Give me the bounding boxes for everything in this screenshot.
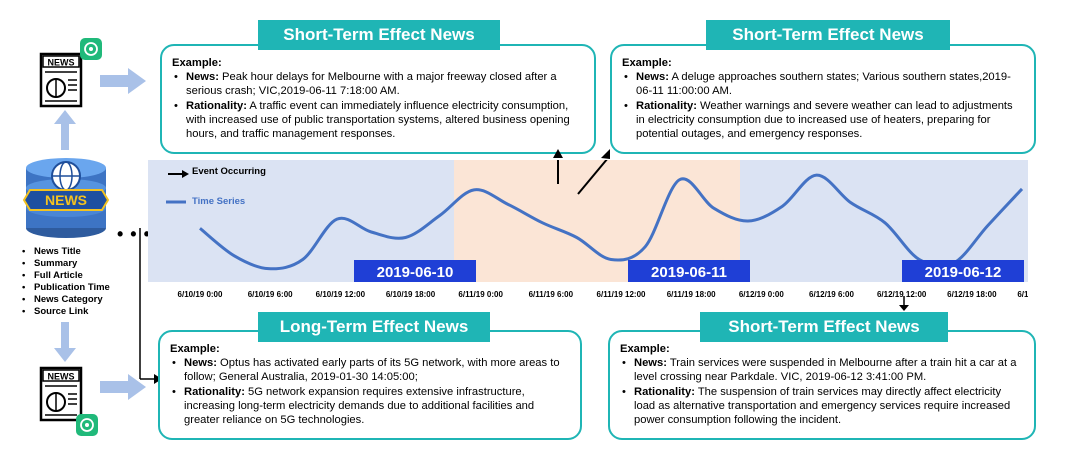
box-header: Short-Term Effect News	[258, 20, 500, 50]
rationality-text: The suspension of train services may dir…	[634, 385, 1011, 427]
x-tick-label: 6/13/19 12:00	[1017, 290, 1028, 299]
news-box-short-term-1: Example: News: Peak hour delays for Melb…	[160, 44, 596, 154]
news-fields-list: News Title Summary Full Article Publicat…	[20, 246, 110, 318]
x-tick-label: 6/12/19 6:00	[809, 290, 854, 299]
news-text: Train services were suspended in Melbour…	[634, 357, 1017, 384]
x-tick-label: 6/11/19 0:00	[458, 290, 503, 299]
example-label: Example:	[170, 343, 220, 355]
news-label: News:	[184, 357, 217, 370]
news-icon-label: NEWS	[48, 372, 75, 382]
svg-text:2019-06-11: 2019-06-11	[651, 264, 727, 281]
chatgpt-icon	[80, 38, 102, 60]
list-item: Publication Time	[22, 282, 110, 294]
example-label: Example:	[622, 57, 672, 69]
x-tick-label: 6/12/19 18:00	[947, 290, 997, 299]
list-item: News Title	[22, 246, 110, 258]
x-tick-label: 6/10/19 12:00	[316, 290, 366, 299]
time-series-chart: 6/10/19 0:00 6/10/19 6:00 6/10/19 12:00 6/1…	[148, 160, 1028, 299]
example-label: Example:	[172, 57, 222, 69]
rationality-label: Rationality:	[636, 99, 697, 112]
list-item: Full Article	[22, 270, 110, 282]
legend: Event Occurring Time Series	[166, 166, 266, 207]
rationality-label: Rationality:	[634, 385, 695, 398]
rationality-item: Rationality: 5G network expansion requir…	[172, 385, 570, 428]
news-item: News: Optus has activated early parts of…	[172, 356, 570, 384]
news-label: News:	[634, 357, 667, 370]
date-label: 2019-06-10	[354, 260, 476, 282]
rationality-text: 5G network expansion requires extensive …	[184, 385, 535, 427]
x-tick-label: 6/10/19 6:00	[248, 290, 293, 299]
event-arrow	[577, 160, 608, 195]
legend-series: Time Series	[192, 196, 245, 207]
box-header: Long-Term Effect News	[258, 312, 490, 342]
database-icon: NEWS	[22, 158, 110, 238]
rationality-text: Weather warnings and severe weather can …	[636, 99, 1013, 141]
news-icon-label: NEWS	[48, 58, 75, 68]
example-label: Example:	[620, 343, 670, 355]
x-tick-label: 6/12/19 0:00	[739, 290, 784, 299]
news-item: News: A deluge approaches southern state…	[624, 70, 1024, 98]
news-text: A deluge approaches southern states; Var…	[636, 71, 1011, 98]
news-document-icon: NEWS	[39, 366, 83, 422]
box-header: Short-Term Effect News	[700, 312, 948, 342]
x-tick-label: 6/11/19 12:00	[597, 290, 646, 299]
news-label: News:	[636, 71, 669, 84]
right-arrow-icon	[100, 374, 146, 400]
x-tick-label: 6/10/19 0:00	[178, 290, 223, 299]
news-label: News:	[186, 71, 219, 84]
news-text: Optus has activated early parts of its 5…	[184, 357, 560, 384]
news-box-long-term: Example: News: Optus has activated early…	[158, 330, 582, 440]
list-item: Summary	[22, 258, 110, 270]
svg-text:2019-06-10: 2019-06-10	[377, 264, 454, 281]
x-tick-label: 6/11/19 6:00	[529, 290, 574, 299]
news-text: Peak hour delays for Melbourne with a ma…	[186, 71, 557, 98]
x-axis-ticks: 6/10/19 0:00 6/10/19 6:00 6/10/19 12:00 6/1…	[178, 290, 1028, 299]
time-series-line	[199, 173, 1024, 271]
box-header: Short-Term Effect News	[706, 20, 950, 50]
svg-text:2019-06-12: 2019-06-12	[925, 264, 1002, 281]
date-labels: 2019-06-10 2019-06-11 2019-06-12	[354, 260, 1024, 282]
news-item: News: Peak hour delays for Melbourne wit…	[174, 70, 584, 98]
legend-event: Event Occurring	[192, 166, 266, 177]
down-arrow-small	[899, 296, 909, 311]
date-label: 2019-06-12	[902, 260, 1024, 282]
list-item: Source Link	[22, 306, 110, 318]
event-arrowheads	[553, 149, 610, 159]
news-box-short-term-2: Example: News: A deluge approaches south…	[610, 44, 1036, 154]
list-item: News Category	[22, 294, 110, 306]
news-document-icon: NEWS	[39, 52, 83, 108]
chatgpt-icon	[76, 414, 98, 436]
rationality-item: Rationality: The suspension of train ser…	[622, 385, 1024, 428]
rationality-label: Rationality:	[186, 99, 247, 112]
up-arrow-icon	[54, 110, 76, 150]
rationality-label: Rationality:	[184, 385, 245, 398]
database-label: NEWS	[45, 192, 87, 208]
date-label: 2019-06-11	[628, 260, 750, 282]
news-item: News: Train services were suspended in M…	[622, 356, 1024, 384]
x-tick-label: 6/10/19 18:00	[386, 290, 436, 299]
rationality-item: Rationality: A traffic event can immedia…	[174, 99, 584, 142]
news-box-short-term-3: Example: News: Train services were suspe…	[608, 330, 1036, 440]
x-tick-label: 6/12/19 12:00	[877, 290, 927, 299]
event-arrows	[557, 160, 608, 195]
x-tick-label: 6/11/19 18:00	[667, 290, 716, 299]
rationality-item: Rationality: Weather warnings and severe…	[624, 99, 1024, 142]
down-arrow-icon	[54, 322, 76, 362]
right-arrow-icon	[100, 68, 146, 94]
rationality-text: A traffic event can immediately influenc…	[186, 99, 570, 141]
